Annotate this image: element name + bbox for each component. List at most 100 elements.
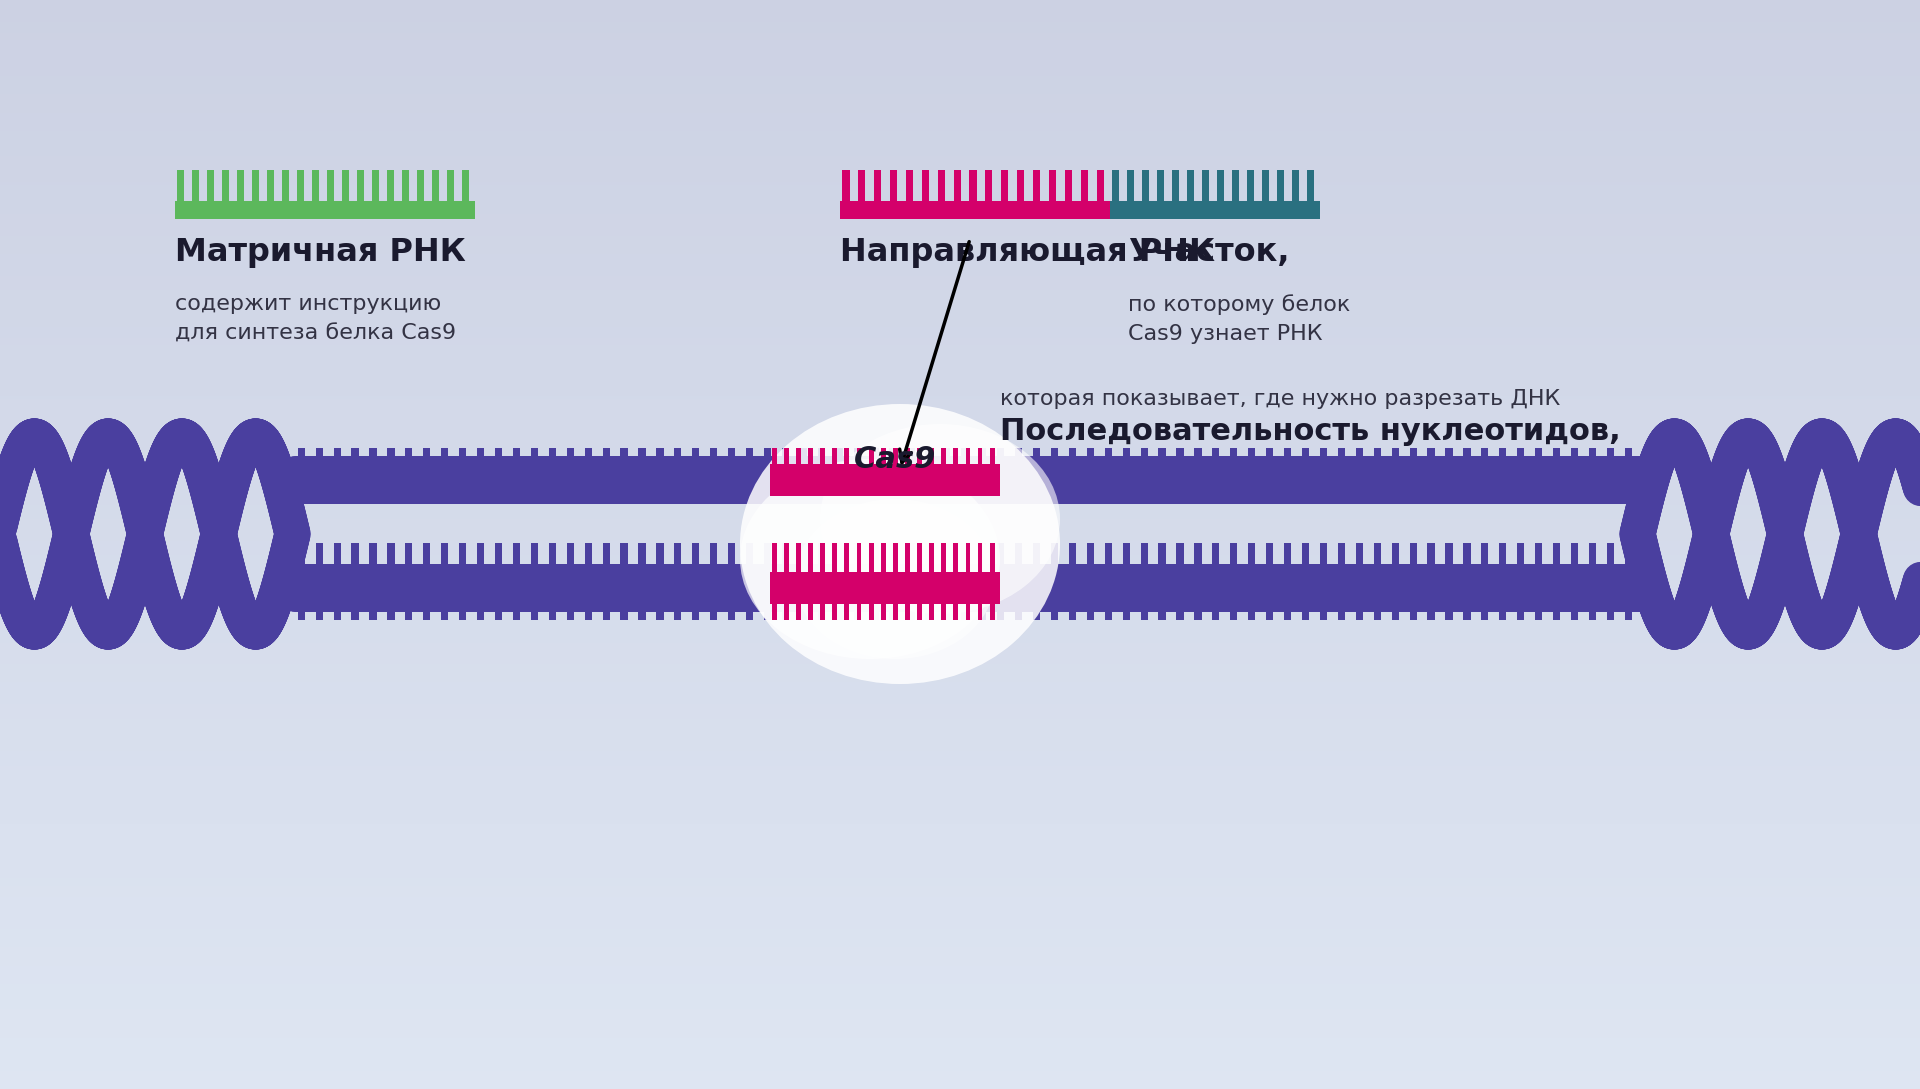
Bar <box>566 448 574 466</box>
Bar <box>192 170 200 201</box>
Bar <box>0 803 1920 806</box>
Bar <box>889 543 897 574</box>
Bar <box>0 632 1920 635</box>
Bar <box>0 319 1920 323</box>
Bar <box>858 170 866 201</box>
Bar <box>0 1002 1920 1005</box>
Bar <box>872 448 879 466</box>
Bar <box>1158 602 1165 620</box>
Bar <box>0 675 1920 678</box>
Bar <box>351 602 359 620</box>
Bar <box>1553 543 1561 574</box>
Bar <box>818 602 826 620</box>
Bar <box>252 170 259 201</box>
Bar <box>334 543 340 574</box>
Bar <box>797 602 801 620</box>
Bar <box>0 188 1920 193</box>
Bar <box>0 806 1920 809</box>
Bar <box>0 174 1920 178</box>
Bar <box>0 221 1920 225</box>
Bar <box>0 559 1920 563</box>
Bar <box>0 236 1920 240</box>
Bar <box>476 448 484 466</box>
Bar <box>0 450 1920 454</box>
Text: Последовательность нуклеотидов,: Последовательность нуклеотидов, <box>1000 417 1620 446</box>
Bar <box>0 864 1920 868</box>
Bar <box>639 543 645 574</box>
Bar <box>0 1035 1920 1038</box>
Bar <box>369 448 376 466</box>
Bar <box>1248 448 1256 466</box>
Bar <box>0 962 1920 966</box>
Bar <box>282 170 290 201</box>
Bar <box>388 448 394 466</box>
Bar <box>0 1049 1920 1053</box>
Bar <box>351 448 359 466</box>
Bar <box>808 543 812 574</box>
Bar <box>0 885 1920 890</box>
Bar <box>0 316 1920 319</box>
Bar <box>0 482 1920 487</box>
Bar <box>620 448 628 466</box>
Bar <box>0 490 1920 493</box>
Bar <box>1446 543 1453 574</box>
Bar <box>0 770 1920 773</box>
Bar <box>818 543 826 574</box>
Bar <box>747 602 753 620</box>
Bar <box>770 572 1000 604</box>
Bar <box>783 602 789 620</box>
Bar <box>1087 448 1094 466</box>
Bar <box>0 1045 1920 1049</box>
Bar <box>513 602 520 620</box>
Bar <box>835 543 843 574</box>
Bar <box>0 874 1920 879</box>
Bar <box>925 448 933 466</box>
Bar <box>1427 448 1434 466</box>
Bar <box>1446 602 1453 620</box>
Bar <box>177 170 184 201</box>
Bar <box>1392 602 1400 620</box>
Bar <box>989 448 995 466</box>
Bar <box>0 817 1920 820</box>
Bar <box>856 543 862 574</box>
Bar <box>0 929 1920 933</box>
Bar <box>0 509 1920 512</box>
Bar <box>0 1038 1920 1042</box>
Bar <box>0 748 1920 751</box>
Bar <box>674 602 682 620</box>
Bar <box>906 170 914 201</box>
Bar <box>941 448 947 466</box>
Bar <box>818 448 826 466</box>
Bar <box>0 134 1920 138</box>
Bar <box>0 944 1920 947</box>
FancyBboxPatch shape <box>284 564 1649 612</box>
Bar <box>0 602 1920 607</box>
Bar <box>0 599 1920 602</box>
Bar <box>966 543 970 574</box>
Bar <box>1212 602 1219 620</box>
Bar <box>0 265 1920 269</box>
Bar <box>1123 543 1129 574</box>
Bar <box>904 602 910 620</box>
Bar <box>0 123 1920 127</box>
Bar <box>326 170 334 201</box>
Bar <box>0 515 1920 519</box>
Bar <box>388 543 394 574</box>
Bar <box>1463 448 1471 466</box>
Bar <box>0 759 1920 762</box>
Bar <box>1048 170 1056 201</box>
Bar <box>1292 170 1300 201</box>
Bar <box>0 276 1920 280</box>
Bar <box>566 543 574 574</box>
Bar <box>0 849 1920 853</box>
Bar <box>801 543 806 574</box>
Bar <box>1158 448 1165 466</box>
Ellipse shape <box>739 404 1060 684</box>
Bar <box>0 744 1920 748</box>
Bar <box>925 543 933 574</box>
Bar <box>0 591 1920 596</box>
Bar <box>0 378 1920 381</box>
Bar <box>0 1053 1920 1056</box>
Bar <box>0 215 1920 218</box>
Bar <box>0 269 1920 272</box>
